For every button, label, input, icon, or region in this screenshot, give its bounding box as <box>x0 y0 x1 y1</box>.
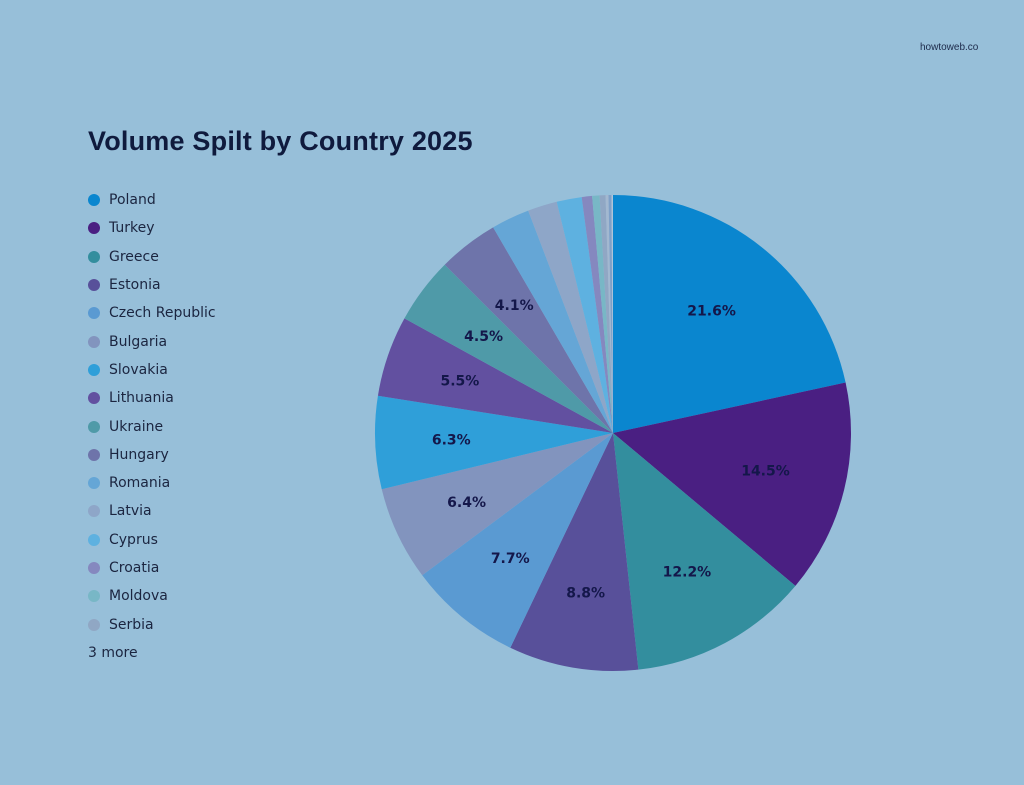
legend-dot-icon <box>88 279 100 292</box>
legend-label: Czech Republic <box>109 305 216 322</box>
slice-percent-label: 6.4% <box>447 495 486 511</box>
pie-slice[interactable] <box>510 433 639 672</box>
pie-slice[interactable] <box>556 197 613 433</box>
legend-label: Romania <box>109 475 171 492</box>
pie-slice[interactable] <box>381 433 613 576</box>
legend-label: Poland <box>109 192 156 209</box>
legend-dot-icon <box>88 222 100 235</box>
pie-slice[interactable] <box>605 195 613 433</box>
legend-label: Turkey <box>109 220 155 237</box>
pie-slice[interactable] <box>581 195 613 433</box>
pie-slice[interactable] <box>444 227 613 433</box>
legend-dot-icon <box>88 335 100 348</box>
chart-title: Volume Spilt by Country 2025 <box>88 126 473 156</box>
legend-item[interactable]: Estonia <box>88 271 216 299</box>
legend: Poland Turkey Greece Estonia Czech Republic B… <box>88 186 216 667</box>
pie-slice[interactable] <box>611 195 613 433</box>
pie-slice[interactable] <box>404 264 613 433</box>
legend-label: Serbia <box>109 616 154 633</box>
legend-dot-icon <box>88 363 100 376</box>
legend-item[interactable]: Czech Republic <box>88 299 216 327</box>
legend-label: Cyprus <box>109 531 158 548</box>
legend-item[interactable]: Turkey <box>88 214 216 242</box>
legend-item[interactable]: Ukraine <box>88 412 216 440</box>
pie-slice[interactable] <box>599 195 613 433</box>
slice-percent-label: 14.5% <box>741 464 790 480</box>
legend-label: Estonia <box>109 277 161 294</box>
legend-item[interactable]: Latvia <box>88 497 216 525</box>
pie-slice[interactable] <box>592 195 613 433</box>
pie-slice[interactable] <box>608 195 613 433</box>
legend-label: Hungary <box>109 446 169 463</box>
legend-label: Ukraine <box>109 418 164 435</box>
pie-slice[interactable] <box>375 395 613 490</box>
legend-dot-icon <box>88 392 100 405</box>
legend-dot-icon <box>88 533 100 546</box>
legend-dot-icon <box>88 505 100 518</box>
legend-label: Moldova <box>109 588 168 605</box>
legend-item[interactable]: Poland <box>88 186 216 214</box>
legend-item[interactable]: Romania <box>88 469 216 497</box>
slice-percent-label: 6.3% <box>432 433 471 449</box>
legend-item[interactable]: Serbia <box>88 610 216 638</box>
pie-slice[interactable] <box>613 382 851 586</box>
legend-label: Latvia <box>109 503 152 520</box>
legend-label: Bulgaria <box>109 333 168 350</box>
legend-dot-icon <box>88 618 100 631</box>
legend-label: Lithuania <box>109 390 174 407</box>
pie-slice[interactable] <box>613 195 846 433</box>
slice-percent-label: 5.5% <box>440 374 479 390</box>
legend-dot-icon <box>88 420 100 433</box>
legend-item[interactable]: Bulgaria <box>88 327 216 355</box>
legend-label: Croatia <box>109 560 160 576</box>
pie-slice[interactable] <box>528 201 613 433</box>
legend-dot-icon <box>88 448 100 461</box>
legend-dot-icon <box>88 250 100 263</box>
legend-item[interactable]: Greece <box>88 243 216 271</box>
legend-dot-icon <box>88 194 100 207</box>
legend-dot-icon <box>88 477 100 490</box>
slice-percent-label: 12.2% <box>663 565 712 581</box>
watermark: howtoweb.co <box>920 42 979 53</box>
legend-item[interactable]: Lithuania <box>88 384 216 412</box>
legend-item[interactable]: Slovakia <box>88 356 216 384</box>
legend-label: Slovakia <box>109 361 168 378</box>
slice-percent-label: 7.7% <box>491 551 530 567</box>
pie-slice[interactable] <box>493 210 613 433</box>
legend-item[interactable]: Moldova <box>88 582 216 610</box>
legend-dot-icon <box>88 590 100 603</box>
slice-percent-label: 4.5% <box>464 329 503 345</box>
legend-item[interactable]: Croatia <box>88 554 216 582</box>
slice-percent-label: 4.1% <box>495 298 534 314</box>
legend-label: Greece <box>109 248 159 265</box>
legend-item[interactable]: Cyprus <box>88 526 216 554</box>
pie-slice[interactable] <box>613 433 796 670</box>
slice-percent-label: 8.8% <box>566 586 605 602</box>
legend-more-link[interactable]: 3 more <box>88 644 138 661</box>
legend-dot-icon <box>88 562 100 574</box>
pie-slice[interactable] <box>377 318 613 433</box>
slice-percent-label: 21.6% <box>687 304 736 320</box>
pie-slice[interactable] <box>422 433 613 648</box>
legend-item[interactable]: Hungary <box>88 441 216 469</box>
legend-dot-icon <box>88 307 100 320</box>
